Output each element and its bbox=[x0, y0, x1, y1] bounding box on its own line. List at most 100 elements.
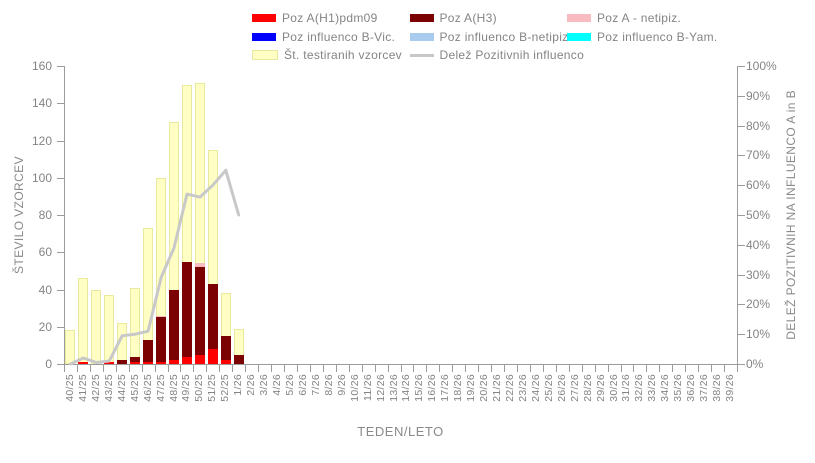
x-tick bbox=[128, 365, 130, 372]
x-axis-title: TEDEN/LETO bbox=[357, 424, 444, 439]
y-right-tick bbox=[738, 334, 745, 336]
bar-segment-positive bbox=[220, 360, 231, 364]
y-right-tick bbox=[738, 125, 745, 127]
bar-segment-positive bbox=[156, 317, 167, 363]
y-left-tick bbox=[57, 252, 64, 254]
legend-swatch bbox=[567, 32, 591, 41]
x-tick bbox=[322, 365, 324, 372]
y-right-tick-label: 40% bbox=[746, 237, 771, 252]
x-tick bbox=[348, 365, 350, 372]
y-left-tick bbox=[57, 364, 64, 365]
y-left-tick bbox=[57, 215, 64, 216]
x-tick bbox=[491, 365, 493, 372]
x-tick bbox=[516, 365, 518, 372]
legend-item: Poz influenco B-Yam. bbox=[567, 30, 718, 44]
y-left-tick-label: 140 bbox=[31, 96, 52, 111]
x-tick bbox=[141, 365, 143, 372]
legend-item: Poz A(H1)pdm09 bbox=[252, 11, 378, 25]
y-right-tick bbox=[738, 155, 745, 157]
legend-item: Poz influenco B-Vic. bbox=[252, 30, 395, 44]
x-tick bbox=[115, 365, 117, 372]
legend-swatch bbox=[567, 14, 591, 22]
y-left-tick-label: 0 bbox=[45, 357, 52, 371]
x-tick bbox=[607, 365, 609, 372]
legend-swatch bbox=[409, 32, 434, 41]
legend-label: Poz influenco B-Yam. bbox=[597, 29, 718, 44]
bar-segment-positive bbox=[78, 362, 89, 364]
x-tick bbox=[529, 365, 531, 372]
x-tick bbox=[426, 365, 428, 372]
x-tick bbox=[478, 365, 480, 372]
x-tick bbox=[167, 365, 169, 372]
y-right-tick-label: 10% bbox=[746, 327, 771, 342]
x-tick bbox=[724, 365, 726, 372]
y-right-tick-label: 70% bbox=[746, 148, 771, 163]
legend-swatch bbox=[252, 14, 276, 22]
x-tick bbox=[659, 365, 661, 372]
legend-item: Poz A(H3) bbox=[409, 11, 497, 25]
legend-item: Št. testiranih vzorcev bbox=[252, 48, 402, 62]
bar-segment-positive bbox=[156, 362, 167, 364]
legend-label: Poz A - netipiz. bbox=[597, 11, 682, 25]
x-tick bbox=[219, 365, 221, 372]
legend-swatch bbox=[409, 14, 434, 22]
x-tick bbox=[620, 365, 622, 372]
legend-item: Delež Pozitivnih influenco bbox=[409, 48, 585, 62]
x-tick bbox=[555, 365, 557, 372]
x-tick bbox=[89, 365, 91, 372]
x-tick bbox=[284, 365, 286, 372]
x-tick bbox=[737, 365, 738, 372]
x-tick bbox=[646, 365, 648, 372]
bar-segment-positive bbox=[233, 354, 244, 364]
legend-swatch bbox=[409, 53, 434, 57]
y-right-tick-label: 100% bbox=[746, 59, 777, 73]
x-tick bbox=[258, 365, 260, 372]
y-left-tick bbox=[57, 66, 64, 67]
y-right-tick-label: 80% bbox=[746, 118, 771, 133]
y-left-tick-label: 60 bbox=[38, 245, 52, 260]
y-left-tick-label: 20 bbox=[38, 319, 52, 334]
x-tick bbox=[504, 365, 506, 372]
bar-segment-positive bbox=[130, 362, 141, 364]
bar-segment-positive bbox=[181, 261, 192, 357]
y-right-tick bbox=[738, 364, 745, 365]
y-left-tick bbox=[57, 103, 64, 105]
legend-label: Delež Pozitivnih influenco bbox=[439, 48, 585, 62]
x-tick bbox=[296, 365, 298, 372]
bar-segment-positive bbox=[220, 336, 231, 361]
bar-segment-positive bbox=[194, 267, 205, 355]
x-tick bbox=[400, 365, 402, 372]
x-tick bbox=[232, 365, 234, 372]
x-tick bbox=[594, 365, 596, 372]
x-tick bbox=[335, 365, 337, 372]
x-tick bbox=[387, 365, 389, 372]
y-right-tick-label: 0% bbox=[746, 357, 764, 371]
x-tick bbox=[465, 365, 467, 372]
y-left-tick-label: 40 bbox=[38, 282, 52, 297]
y-right-tick-label: 30% bbox=[746, 267, 771, 282]
x-tick bbox=[698, 365, 700, 372]
x-axis-line bbox=[64, 364, 738, 365]
x-tick bbox=[154, 365, 156, 372]
x-tick bbox=[64, 365, 65, 372]
legend-label: Poz A(H3) bbox=[439, 11, 497, 25]
legend-item: Poz A - netipiz. bbox=[567, 11, 681, 25]
bar-segment-positive bbox=[207, 283, 218, 350]
y-right-tick bbox=[738, 66, 745, 67]
y-right-tick bbox=[738, 304, 745, 306]
x-tick bbox=[685, 365, 687, 372]
y-right-tick bbox=[738, 95, 745, 97]
bar-segment-positive bbox=[104, 362, 115, 364]
x-tick bbox=[452, 365, 454, 372]
x-tick bbox=[361, 365, 363, 372]
bar-segment-positive bbox=[156, 315, 167, 318]
legend-item: Poz influenco B-netipiz. bbox=[409, 30, 573, 44]
y-left-tick bbox=[57, 289, 64, 291]
y-right-tick bbox=[738, 185, 745, 187]
x-tick bbox=[413, 365, 415, 372]
x-tick bbox=[633, 365, 635, 372]
bar-segment-positive bbox=[130, 356, 141, 363]
legend-label: Poz influenco B-Vic. bbox=[282, 29, 396, 44]
